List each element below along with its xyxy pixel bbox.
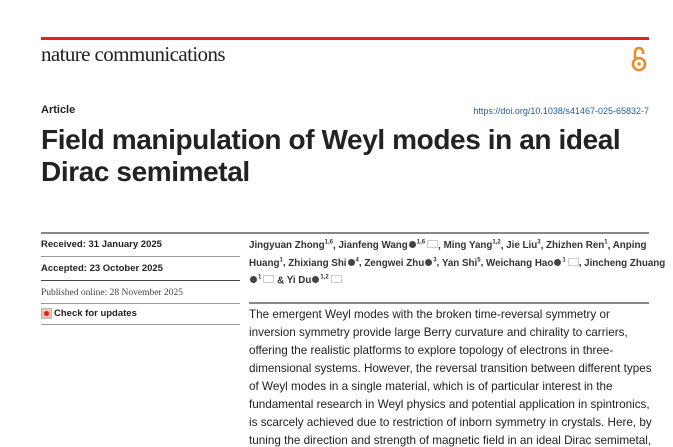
mail-icon[interactable] <box>567 257 579 266</box>
author-name: Yi Du <box>286 274 312 286</box>
affiliation-number: 1 <box>604 240 608 246</box>
check-updates-icon <box>41 308 52 319</box>
affiliation-number: 4 <box>355 257 359 264</box>
author-name: Anping Huang <box>249 240 647 269</box>
accepted-date: Accepted: 23 October 2025 <box>41 263 163 274</box>
divider <box>41 280 240 281</box>
orcid-icon[interactable] <box>554 258 562 266</box>
orcid-icon[interactable] <box>312 275 320 283</box>
author-name: Jianfeng Wang <box>338 240 408 252</box>
affiliation-number: 3 <box>537 240 541 246</box>
affiliation-number: 5 <box>477 257 481 264</box>
published-date: Published online: 28 November 2025 <box>41 288 183 298</box>
author[interactable]: Yan Shi5 <box>441 257 481 269</box>
divider <box>41 324 240 325</box>
affiliation-number: 3 <box>433 257 437 264</box>
orcid-icon[interactable] <box>408 241 416 249</box>
author-name: Jingyuan Zhong <box>249 240 325 252</box>
mail-icon[interactable] <box>330 274 342 283</box>
divider <box>41 303 240 304</box>
check-updates-label: Check for updates <box>54 308 137 319</box>
author-name: Ming Yang <box>443 240 493 252</box>
divider <box>41 256 240 257</box>
author-list: Jingyuan Zhong1,6, Jianfeng Wang 1,6, Min… <box>249 240 666 286</box>
affiliation-number: 1,2 <box>492 240 501 246</box>
author-name: Weichang Hao <box>486 257 554 269</box>
check-updates-button[interactable]: Check for updates <box>41 308 137 319</box>
mail-icon[interactable] <box>263 274 275 283</box>
abstract: The emergent Weyl modes with the broken … <box>249 308 652 447</box>
affiliation-number: 1 <box>562 257 566 264</box>
affiliation-number: 1,6 <box>416 240 426 246</box>
author-name: Yan Shi <box>441 257 478 269</box>
doi-link[interactable]: https://doi.org/10.1038/s41467-025-65832… <box>473 106 649 116</box>
affiliation-number: 1 <box>258 274 262 281</box>
author[interactable]: Anping Huang1 <box>249 240 646 268</box>
mail-icon[interactable] <box>427 240 439 249</box>
orcid-icon[interactable] <box>250 275 257 283</box>
author[interactable]: Ming Yang1,2 <box>444 240 501 251</box>
author[interactable]: Weichang Hao 1 <box>486 257 579 269</box>
author[interactable]: Zhixiang Shi 4 <box>288 257 359 269</box>
affiliation-number: 1 <box>279 257 283 264</box>
author-name: Zhizhen Ren <box>546 240 605 252</box>
orcid-icon[interactable] <box>425 258 433 266</box>
author-name: Jie Liu <box>506 240 538 252</box>
author[interactable]: Jianfeng Wang 1,6 <box>338 240 439 252</box>
paper-title: Field manipulation of Weyl modes in an i… <box>41 124 621 187</box>
author[interactable]: Jingyuan Zhong1,6 <box>249 240 333 251</box>
affiliation-number: 1,6 <box>324 240 333 246</box>
author-name: Zengwei Zhu <box>364 257 425 269</box>
divider <box>249 302 649 304</box>
author-name: Zhixiang Shi <box>288 257 347 269</box>
author[interactable]: Zhizhen Ren1 <box>546 240 608 251</box>
author-name: Jincheng Zhuang <box>584 257 666 269</box>
orcid-icon[interactable] <box>347 258 355 266</box>
author[interactable]: Yi Du 1,2 <box>287 275 342 286</box>
article-type: Article <box>41 104 76 116</box>
author[interactable]: Jie Liu3 <box>506 240 540 251</box>
open-access-icon <box>631 46 647 72</box>
affiliation-number: 1,2 <box>320 274 329 281</box>
journal-name: nature communications <box>41 42 226 66</box>
received-date: Received: 31 January 2025 <box>41 239 162 250</box>
divider <box>41 232 649 234</box>
header-rule <box>41 37 649 40</box>
author[interactable]: Zengwei Zhu 3 <box>364 257 437 269</box>
